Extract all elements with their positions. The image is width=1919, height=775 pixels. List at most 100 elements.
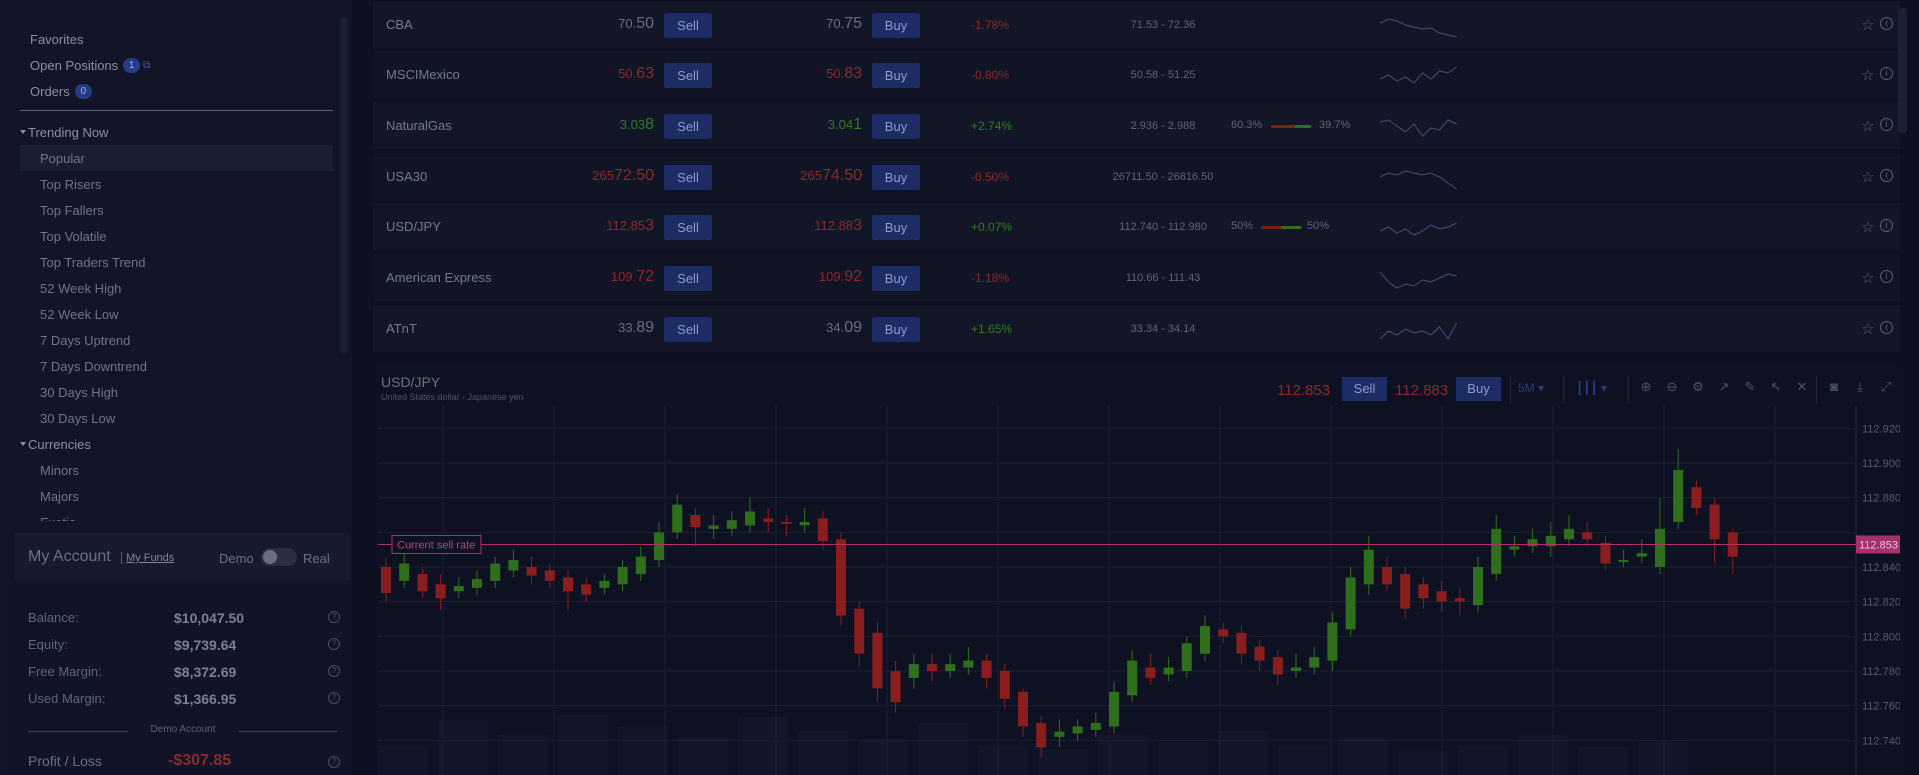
fullscreen-icon[interactable]: ⤢ [1880, 379, 1892, 394]
volume-bar [378, 745, 428, 775]
clear-drawings-icon[interactable]: ✕ [1796, 379, 1808, 394]
nav-item[interactable]: 52 Week High [20, 275, 333, 301]
favorite-star-icon[interactable]: ☆ [1861, 67, 1875, 85]
info-icon[interactable]: i [1880, 270, 1893, 283]
nav-item[interactable]: 7 Days Uptrend [20, 327, 333, 353]
zoom-in-icon[interactable]: ⊕ [1640, 379, 1652, 394]
toolbar-separator [1510, 376, 1511, 404]
sentiment-bar [1261, 226, 1301, 230]
buy-button[interactable]: Buy [872, 12, 920, 38]
chart-type-dropdown[interactable]: ┃┃┃ ▾ [1576, 381, 1607, 395]
info-icon[interactable]: i [1880, 320, 1893, 334]
info-icon[interactable]: i [1880, 16, 1893, 30]
favorite-star-icon[interactable]: ☆ [1861, 320, 1875, 338]
buy-button[interactable]: Buy [872, 113, 920, 139]
nav-item[interactable]: Minors [20, 457, 333, 483]
help-icon[interactable]: ? [328, 665, 340, 677]
chart-symbol: USD/JPY [381, 374, 441, 390]
volume-bar [1638, 741, 1688, 775]
sell-button[interactable]: Sell [664, 215, 712, 241]
info-icon[interactable]: i [1880, 117, 1893, 131]
instrument-name: CBA [386, 16, 413, 32]
sparkline [1380, 222, 1457, 236]
candle [1327, 612, 1338, 671]
daily-change: -1.18% [971, 271, 1010, 285]
nav-category[interactable]: Trending Now [20, 119, 333, 145]
nav-top-favorites[interactable]: Favorites [20, 26, 333, 52]
nav-item[interactable]: Top Risers [20, 171, 333, 197]
sidebar-scrollbar[interactable] [340, 18, 348, 353]
sell-button[interactable]: Sell [664, 113, 712, 139]
draw-pencil-icon[interactable]: ✎ [1744, 379, 1756, 394]
demo-real-toggle[interactable] [261, 548, 297, 566]
table-scrollbar[interactable] [1898, 8, 1907, 133]
sell-button[interactable]: Sell [664, 164, 712, 190]
help-icon[interactable]: ? [328, 756, 340, 768]
buy-button[interactable]: Buy [872, 215, 920, 241]
toolbar-separator [1816, 376, 1817, 404]
timeframe-dropdown[interactable]: 5M ▾ [1518, 381, 1544, 395]
nav-item[interactable]: Top Volatile [20, 223, 333, 249]
sell-button[interactable]: Sell [664, 316, 712, 342]
favorite-star-icon[interactable]: ☆ [1861, 117, 1875, 135]
candlestick-chart[interactable]: 112.920 112.900 112.880 112.840 112.820 112.8… [373, 406, 1900, 775]
help-icon[interactable]: ? [328, 638, 340, 650]
nav-item[interactable]: Exotic [20, 509, 333, 522]
sell-button[interactable]: Sell [664, 266, 712, 291]
buy-button[interactable]: Buy [872, 164, 920, 190]
table-row[interactable]: American Express 109.72 Sell 109.92 Buy -1.18… [373, 254, 1900, 301]
nav-item[interactable]: Top Fallers [20, 197, 333, 223]
nav-item[interactable]: 52 Week Low [20, 301, 333, 327]
sell-price-main: 112.85 [606, 218, 646, 234]
account-row-label: Used Margin: [28, 691, 106, 706]
info-icon[interactable]: i [1880, 67, 1893, 81]
nav-item[interactable]: 30 Days High [20, 379, 333, 405]
nav-item[interactable]: Top Traders Trend [20, 249, 333, 275]
nav-category[interactable]: Currencies [20, 431, 333, 457]
info-icon[interactable]: i [1880, 219, 1893, 233]
sell-button[interactable]: Sell [664, 12, 712, 38]
nav-top-orders[interactable]: Orders 0 [20, 78, 333, 104]
my-funds-link[interactable]: My Funds [121, 552, 174, 564]
help-icon[interactable]: ? [328, 692, 340, 704]
nav-item[interactable]: 7 Days Downtrend [20, 353, 333, 379]
chart-description: United States dollar - Japanese yen [381, 392, 524, 402]
account-row: Free Margin: $8,372.69? [28, 664, 344, 684]
sell-button[interactable]: Sell [664, 63, 712, 89]
nav-top-open-positions[interactable]: Open Positions 1 ⧉ [20, 52, 333, 78]
table-row[interactable]: USA30 26572.50 Sell 26574.50 Buy -0.50% 26711.… [373, 152, 1900, 200]
volume-bar [798, 731, 848, 775]
y-tick-label: 112.740 [1862, 735, 1900, 747]
help-icon[interactable]: ? [328, 611, 340, 623]
external-link-icon[interactable]: ⧉ [143, 59, 151, 71]
candle [690, 508, 701, 547]
table-row[interactable]: CBA 70.50 Sell 70.75 Buy -1.78% 71.53 - 72.36 ☆… [373, 0, 1900, 48]
chart-buy-button[interactable]: Buy [1456, 377, 1501, 401]
settings-icon[interactable]: ⚙ [1692, 379, 1704, 394]
nav-item[interactable]: 30 Days Low [20, 405, 333, 431]
favorite-star-icon[interactable]: ☆ [1861, 168, 1875, 186]
table-row[interactable]: MSCIMexico 50.63 Sell 50.83 Buy -0.80% 50.58 -… [373, 51, 1900, 99]
candle [1272, 650, 1283, 685]
buy-button[interactable]: Buy [872, 316, 920, 342]
table-row[interactable]: USD/JPY 112.853 Sell 112.883 Buy +0.07% 112.74… [373, 203, 1900, 251]
zoom-out-icon[interactable]: ⊖ [1666, 379, 1678, 394]
info-icon[interactable]: i [1880, 168, 1893, 182]
download-icon[interactable]: ⤓ [1857, 379, 1863, 394]
buy-button[interactable]: Buy [872, 63, 920, 89]
favorite-star-icon[interactable]: ☆ [1861, 270, 1875, 287]
nav-item-label: 30 Days Low [40, 410, 116, 426]
nav-item[interactable]: Majors [20, 483, 333, 509]
table-row[interactable]: ATnT 33.89 Sell 34.09 Buy +1.65% 33.34 - 34.14… [373, 304, 1900, 352]
table-row[interactable]: NaturalGas 3.038 Sell 3.041 Buy +2.74% 2.936 -… [373, 101, 1900, 149]
daily-range: 50.58 - 51.25 [1130, 69, 1196, 82]
favorite-star-icon[interactable]: ☆ [1861, 16, 1875, 34]
nav-item[interactable]: Popular [20, 145, 333, 171]
indicators-icon[interactable]: ↗ [1718, 379, 1730, 394]
favorite-star-icon[interactable]: ☆ [1861, 219, 1875, 237]
chart-sell-button[interactable]: Sell [1342, 377, 1387, 401]
cursor-icon[interactable]: ↖ [1770, 379, 1782, 394]
nav-item-label: 7 Days Downtrend [40, 358, 147, 374]
buy-button[interactable]: Buy [872, 266, 920, 291]
camera-icon[interactable]: ◙ [1830, 379, 1838, 394]
